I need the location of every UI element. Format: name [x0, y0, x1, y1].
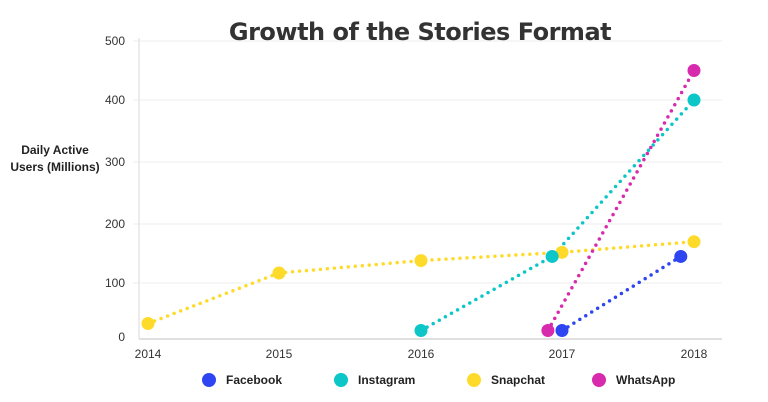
data-point-whatsapp: [541, 324, 555, 338]
legend-label: Facebook: [226, 373, 283, 387]
x-tick-label: 2015: [266, 347, 293, 361]
x-tick-label: 2017: [549, 347, 576, 361]
y-tick-label: 200: [105, 217, 125, 231]
x-tick-label: 2018: [681, 347, 708, 361]
legend-swatch: [334, 373, 348, 387]
data-point-snapchat: [555, 245, 569, 259]
x-tick-label: 2016: [408, 347, 435, 361]
y-tick-label: 500: [105, 34, 125, 48]
y-tick-label: 0: [118, 330, 125, 344]
data-point-snapchat: [272, 266, 286, 280]
legend-label: Snapchat: [491, 373, 546, 387]
data-point-snapchat: [414, 254, 428, 268]
legend-label: Instagram: [358, 373, 416, 387]
data-point-whatsapp: [687, 64, 701, 77]
legend-item-instagram: Instagram: [334, 373, 415, 387]
legend: Facebook Instagram Snapchat WhatsApp: [0, 373, 768, 393]
data-point-snapchat: [141, 317, 155, 330]
data-point-instagram: [545, 249, 559, 263]
legend-swatch: [202, 373, 216, 387]
legend-item-whatsapp: WhatsApp: [592, 373, 675, 387]
legend-label: WhatsApp: [616, 373, 676, 387]
y-tick-label: 100: [105, 276, 125, 290]
series-line-instagram: [419, 98, 696, 333]
series-line-snapchat: [146, 239, 696, 326]
legend-item-facebook: Facebook: [202, 373, 282, 387]
data-point-snapchat: [687, 235, 701, 249]
y-axis-label: Daily Active Users (Millions): [10, 143, 100, 174]
data-point-instagram: [414, 324, 428, 338]
legend-swatch: [592, 373, 606, 387]
y-tick-label: 400: [105, 93, 125, 107]
data-point-facebook: [555, 324, 569, 338]
legend-swatch: [467, 373, 481, 387]
series-line-facebook: [560, 254, 683, 333]
data-point-facebook: [674, 249, 688, 263]
y-tick-label: 300: [105, 155, 125, 169]
x-tick-label: 2014: [135, 347, 162, 361]
series-line-whatsapp: [546, 68, 696, 333]
legend-item-snapchat: Snapchat: [467, 373, 545, 387]
data-point-instagram: [687, 93, 701, 107]
